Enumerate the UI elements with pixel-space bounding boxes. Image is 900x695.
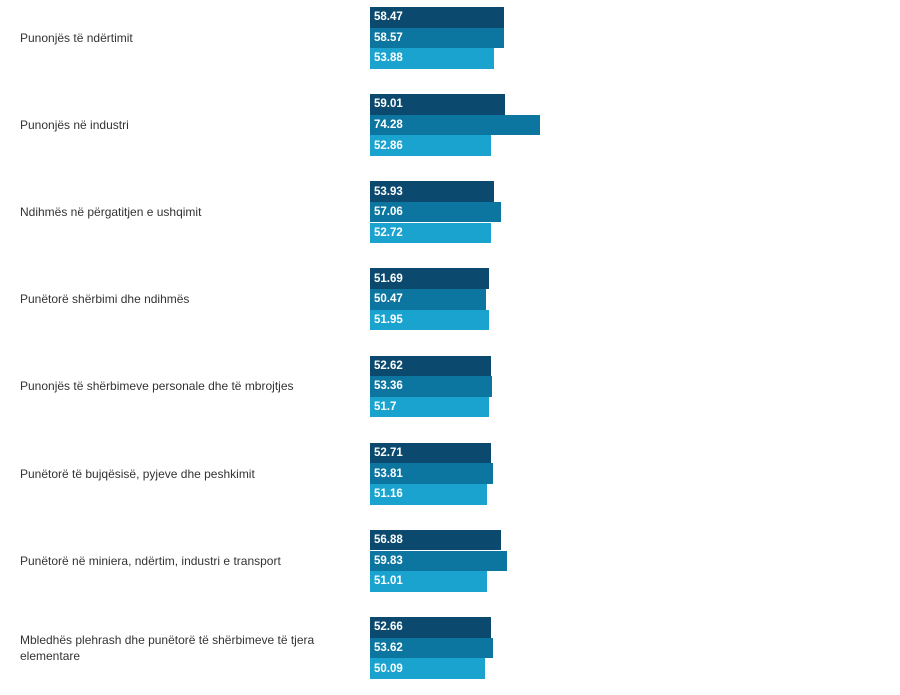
category-label: Punonjës në industri	[20, 94, 350, 156]
bar: 52.72	[370, 222, 491, 244]
category-text: Punonjës të ndërtimit	[20, 30, 133, 45]
bar: 57.06	[370, 201, 501, 223]
category-label: Mbledhës plehrash dhe punëtorë të shërbi…	[20, 617, 350, 679]
data-label: 58.47	[374, 11, 403, 24]
bar: 56.88	[370, 529, 501, 551]
category-label: Ndihmës në përgatitjen e ushqimit	[20, 181, 350, 243]
bar: 58.47	[370, 7, 505, 28]
bar: 52.71	[370, 442, 491, 464]
category-text: Punonjës të shërbimeve personale dhe të …	[20, 379, 294, 394]
category-label: Punëtorë të bujqësisë, pyjeve dhe peshki…	[20, 443, 350, 505]
bar: 51.69	[370, 268, 489, 290]
data-label: 52.71	[374, 447, 403, 460]
bar: 52.66	[370, 617, 491, 638]
data-label: 59.83	[374, 554, 403, 567]
category-text: Punëtorë në miniera, ndërtim, industri e…	[20, 553, 281, 568]
data-label: 51.69	[374, 272, 403, 285]
data-label: 74.28	[374, 119, 403, 132]
data-label: 51.7	[374, 401, 397, 414]
category-text: Punëtorë të bujqësisë, pyjeve dhe peshki…	[20, 466, 255, 481]
data-label: 50.47	[374, 293, 403, 306]
category-text: Mbledhës plehrash dhe punëtorë të shërbi…	[20, 632, 315, 663]
data-label: 52.86	[374, 139, 403, 152]
bar: 59.01	[370, 94, 506, 115]
bar: 53.93	[370, 181, 494, 202]
data-label: 53.88	[374, 52, 403, 65]
bar: 53.81	[370, 463, 494, 484]
bar: 52.62	[370, 355, 491, 377]
category-label: Punonjës të ndërtimit	[20, 7, 350, 69]
data-label: 53.36	[374, 380, 403, 393]
category-text: Ndihmës në përgatitjen e ushqimit	[20, 205, 202, 220]
data-label: 57.06	[374, 206, 403, 219]
bar: 50.47	[370, 289, 486, 310]
category-text: Punëtorë shërbimi dhe ndihmës	[20, 292, 190, 307]
data-label: 51.95	[374, 313, 403, 326]
bar: 52.86	[370, 135, 492, 156]
bar: 50.09	[370, 658, 485, 679]
bar: 58.57	[370, 27, 505, 49]
bar: 53.36	[370, 376, 493, 397]
data-label: 59.01	[374, 98, 403, 111]
data-label: 53.62	[374, 641, 403, 654]
bar: 53.88	[370, 48, 494, 69]
category-label: Punonjës të shërbimeve personale dhe të …	[20, 356, 350, 418]
category-label: Punëtorë në miniera, ndërtim, industri e…	[20, 530, 350, 592]
data-label: 56.88	[374, 534, 403, 547]
category-label: Punëtorë shërbimi dhe ndihmës	[20, 268, 350, 330]
category-text: Punonjës në industri	[20, 118, 129, 133]
bar: 74.28	[370, 114, 541, 136]
bar: 53.62	[370, 637, 494, 659]
bar: 51.95	[370, 309, 490, 331]
data-label: 50.09	[374, 662, 403, 675]
data-label: 52.62	[374, 359, 403, 372]
data-label: 53.93	[374, 185, 403, 198]
bar: 51.16	[370, 483, 488, 505]
data-label: 51.01	[374, 575, 403, 588]
data-label: 52.72	[374, 226, 403, 239]
bar: 51.7	[370, 396, 489, 418]
data-label: 52.66	[374, 621, 403, 634]
data-label: 58.57	[374, 31, 403, 44]
data-label: 53.81	[374, 467, 403, 480]
data-label: 51.16	[374, 488, 403, 501]
bar: 51.01	[370, 571, 488, 592]
bar: 59.83	[370, 550, 508, 572]
